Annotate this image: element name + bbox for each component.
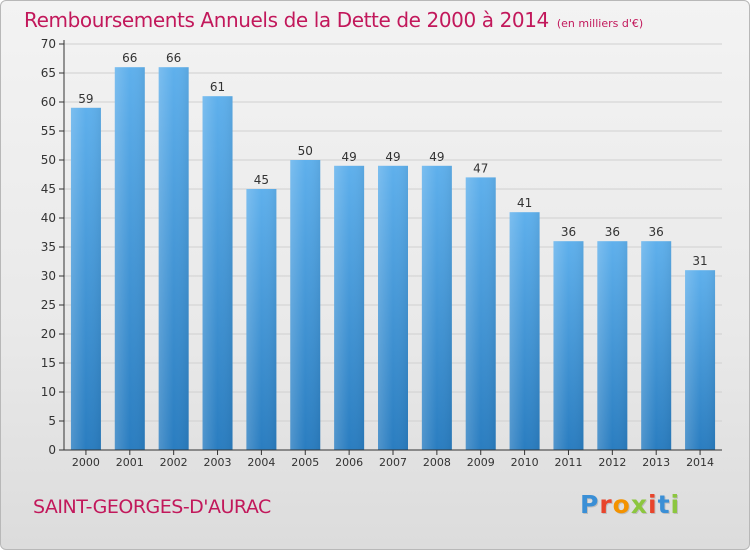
y-tick-label-70: 70 (41, 37, 56, 51)
bar-shine-2004 (246, 189, 277, 450)
bar-shine-2010 (509, 212, 540, 450)
y-tick-label-15: 15 (41, 356, 56, 370)
y-tick-label-40: 40 (41, 211, 56, 225)
axes: 0 5 10 15 20 25 30 35 40 45 50 55 60 65 70 2000 2001 2002… (41, 37, 722, 469)
x-tick-label-2014: 2014 (686, 456, 714, 469)
logo-letter: i (648, 490, 658, 519)
y-tick-label-25: 25 (41, 298, 56, 312)
chart-title-text: Remboursements Annuels de la Dette de 20… (24, 8, 549, 32)
x-tick-label-2013: 2013 (642, 456, 670, 469)
chart-subtitle: (en milliers d'€) (556, 17, 644, 30)
y-tick-label-10: 10 (41, 385, 56, 399)
logo-letter: i (670, 490, 681, 519)
y-tick-label-20: 20 (41, 327, 56, 341)
data-label-2013: 36 (649, 225, 664, 239)
x-tick-label-2011: 2011 (554, 456, 582, 469)
bar-shine-2009 (465, 177, 496, 450)
logo-letter: t (657, 490, 671, 519)
x-tick-label-2007: 2007 (379, 456, 407, 469)
data-label-2014: 31 (692, 254, 707, 268)
bars (70, 67, 716, 451)
bar-shine-2005 (290, 160, 321, 450)
commune-name: SAINT-GEORGES-D'AURAC (33, 496, 271, 518)
data-label-2012: 36 (605, 225, 620, 239)
data-label-2006: 49 (341, 150, 356, 164)
bar-shine-2007 (378, 165, 408, 451)
y-tick-label-50: 50 (41, 153, 56, 167)
bar-shine-2001 (114, 67, 145, 450)
y-tick-label-30: 30 (41, 269, 56, 283)
y-tick-label-5: 5 (48, 414, 56, 428)
y-tick-label-45: 45 (41, 182, 56, 196)
bar-shine-2000 (70, 107, 101, 451)
x-tick-label-2004: 2004 (247, 456, 275, 469)
x-tick-label-2010: 2010 (511, 456, 539, 469)
data-label-2007: 49 (385, 150, 400, 164)
x-tick-label-2005: 2005 (291, 456, 319, 469)
data-label-2011: 36 (561, 225, 576, 239)
bar-shine-2002 (158, 67, 189, 450)
proxiti-logo[interactable]: Proxiti (580, 490, 680, 519)
logo-letter: x (630, 490, 648, 519)
x-tick-label-2012: 2012 (598, 456, 626, 469)
data-labels: 59 66 66 61 45 50 49 49 49 47 41 36 36 36 31 (78, 51, 707, 268)
y-tick-label-55: 55 (41, 124, 56, 138)
bar-shine-2008 (421, 165, 452, 451)
y-tick-label-65: 65 (41, 66, 56, 80)
y-tick-label-35: 35 (41, 240, 56, 254)
data-label-2008: 49 (429, 150, 444, 164)
bar-shine-2011 (553, 241, 584, 450)
bar-shine-2006 (334, 165, 365, 451)
x-tick-label-2006: 2006 (335, 456, 363, 469)
data-label-2000: 59 (78, 92, 93, 106)
logo-letter: P (580, 490, 600, 519)
y-tick-label-0: 0 (48, 443, 56, 457)
x-tick-label-2001: 2001 (116, 456, 144, 469)
data-label-2009: 47 (473, 161, 488, 175)
bar-shine-2014 (685, 270, 716, 450)
data-label-2001: 66 (122, 51, 137, 65)
chart-title: Remboursements Annuels de la Dette de 20… (24, 8, 643, 32)
data-label-2005: 50 (298, 144, 313, 158)
y-tick-label-60: 60 (41, 95, 56, 109)
data-label-2004: 45 (254, 173, 269, 187)
data-label-2002: 66 (166, 51, 181, 65)
data-label-2003: 61 (210, 80, 225, 94)
logo-letter: o (612, 490, 631, 519)
logo-letter: r (599, 490, 613, 519)
x-tick-label-2000: 2000 (72, 456, 100, 469)
bar-shine-2012 (597, 241, 628, 450)
x-tick-label-2008: 2008 (423, 456, 451, 469)
x-tick-label-2009: 2009 (467, 456, 495, 469)
data-label-2010: 41 (517, 196, 532, 210)
x-tick-label-2002: 2002 (160, 456, 188, 469)
bar-shine-2003 (202, 96, 233, 450)
bar-shine-2013 (641, 241, 672, 450)
x-tick-label-2003: 2003 (204, 456, 232, 469)
